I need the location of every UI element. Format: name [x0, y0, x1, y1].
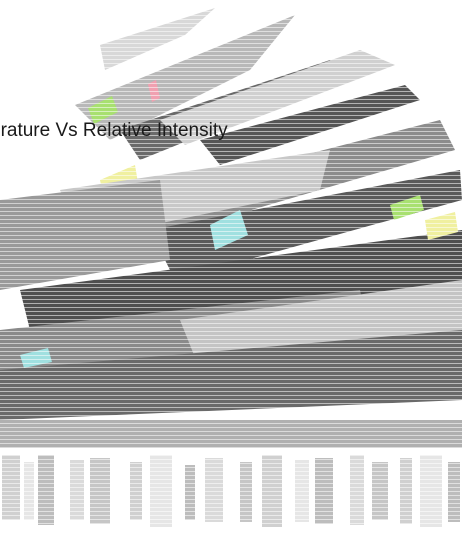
chart-title: erature Vs Relative Intensity: [0, 120, 228, 141]
